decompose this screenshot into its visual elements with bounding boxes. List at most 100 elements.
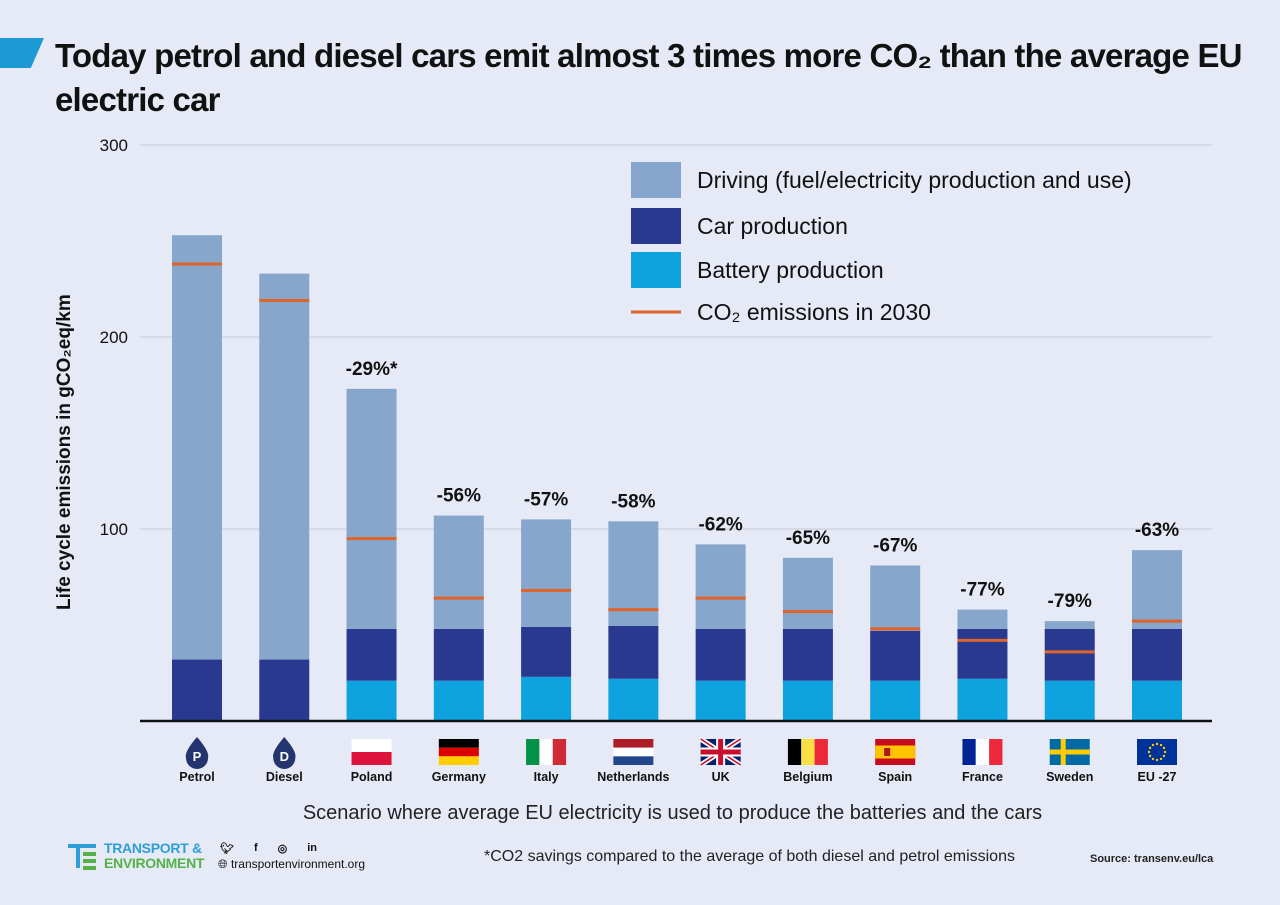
co2-2030-marker <box>957 638 1008 642</box>
flag-part <box>351 739 392 752</box>
flag-part <box>884 748 891 756</box>
eu-star <box>1159 743 1163 747</box>
twitter-icon[interactable]: 🐦︎ <box>220 843 234 855</box>
flag-sweden-icon <box>1049 739 1090 765</box>
bar-segment-car <box>521 626 572 677</box>
bar-segment-driving <box>870 565 921 631</box>
flag-part <box>613 739 654 748</box>
y-tick-label: 100 <box>100 520 128 539</box>
te-logo-icon <box>68 842 98 870</box>
flag-part <box>962 739 976 765</box>
legend-label: CO₂ emissions in 2030 <box>697 299 931 325</box>
bar-segment-car <box>433 628 484 681</box>
eu-star <box>1155 742 1159 746</box>
bar-segment-driving <box>695 544 746 629</box>
eu-star <box>1148 754 1152 758</box>
x-tick-label: Spain <box>878 770 912 784</box>
bar-segment-car <box>1044 628 1095 681</box>
bar-segment-car <box>172 659 222 721</box>
linkedin-icon[interactable]: in <box>307 842 318 854</box>
flag-part <box>552 739 567 765</box>
x-tick-label: Germany <box>432 770 486 784</box>
co2-2030-marker <box>172 262 222 266</box>
flag-part <box>814 739 828 765</box>
scenario-caption: Scenario where average EU electricity is… <box>302 802 1043 824</box>
flag-france-icon <box>962 739 1003 765</box>
flag-part <box>438 747 479 757</box>
flag-part <box>787 739 802 765</box>
drop-shape <box>185 737 209 769</box>
reduction-label: -65% <box>786 528 830 549</box>
facebook-icon[interactable]: f <box>253 842 258 854</box>
flag-part <box>613 747 654 757</box>
y-axis-label: Life cycle emissions in gCO₂eq/km <box>54 294 75 610</box>
x-tick-label: Poland <box>351 770 393 784</box>
flag-belgium-icon <box>787 739 828 765</box>
legend-label: Battery production <box>697 257 884 283</box>
bar-segment-car <box>259 659 310 721</box>
eu-star <box>1162 754 1166 758</box>
bar-segment-driving <box>521 519 572 627</box>
flag-part <box>351 752 392 765</box>
reduction-label: -57% <box>524 489 568 510</box>
y-tick-label: 300 <box>100 136 128 155</box>
reduction-label: -62% <box>698 514 742 535</box>
bar-segment-driving <box>957 609 1008 629</box>
bar-segment-battery <box>695 680 746 721</box>
source-note: Source: transenv.eu/lca <box>1090 853 1214 865</box>
bar-segment-battery <box>608 678 659 721</box>
x-tick-label: EU -27 <box>1138 770 1177 784</box>
eu-star <box>1163 750 1167 754</box>
flag-part <box>700 749 741 755</box>
eu-star <box>1151 743 1155 747</box>
te-logo: TRANSPORT & ENVIRONMENT <box>68 841 204 871</box>
brand-line-1: TRANSPORT & <box>104 840 202 856</box>
reduction-label: -63% <box>1135 520 1179 541</box>
bar-segment-battery <box>957 678 1008 721</box>
flag-part <box>875 745 916 759</box>
bar-segment-driving <box>1132 550 1182 629</box>
flag-eu-icon <box>1137 739 1177 765</box>
x-tick-label: UK <box>712 770 730 784</box>
footnote: *CO2 savings compared to the average of … <box>484 848 1015 865</box>
diesel-drop-icon: D <box>273 737 296 770</box>
flag-part <box>526 739 540 765</box>
eu-star <box>1147 750 1151 754</box>
reduction-label: -29%* <box>346 359 398 380</box>
reduction-label: -79% <box>1048 591 1092 612</box>
bar-segment-battery <box>1044 680 1095 721</box>
flag-part <box>801 739 815 765</box>
bar-segment-driving <box>346 388 397 629</box>
bar-segment-car <box>608 625 659 679</box>
flag-part <box>613 756 654 765</box>
bar-segment-battery <box>521 676 572 721</box>
bar-segment-driving <box>1044 621 1095 629</box>
chart-title: Today petrol and diesel cars emit almost… <box>55 37 1242 118</box>
flag-poland-icon <box>351 739 392 765</box>
legend-swatch-line <box>631 310 681 314</box>
co2-2030-marker <box>346 537 397 541</box>
eu-star <box>1162 746 1166 750</box>
flag-part <box>438 739 479 748</box>
flag-part <box>1049 749 1090 755</box>
x-tick-label: Petrol <box>179 770 214 784</box>
co2-2030-marker <box>521 588 572 592</box>
bar-segment-driving <box>782 557 833 629</box>
bar-segment-driving <box>172 235 222 660</box>
x-tick-label: Italy <box>534 770 559 784</box>
co2-2030-marker <box>870 627 921 631</box>
eu-star <box>1155 758 1159 762</box>
drop-letter: P <box>193 749 202 764</box>
reduction-label: -58% <box>611 491 655 512</box>
bar-segment-driving <box>433 515 484 629</box>
x-tick-label: Netherlands <box>597 770 669 784</box>
co2-2030-marker <box>1132 619 1182 623</box>
flag-part <box>438 756 479 765</box>
legend-swatch <box>631 162 681 198</box>
co2-2030-marker <box>259 299 310 303</box>
flag-italy-icon <box>526 739 567 765</box>
instagram-icon[interactable]: ◎ <box>277 843 288 855</box>
bar-segment-car <box>957 628 1008 679</box>
petrol-drop-icon: P <box>185 737 209 769</box>
website-link[interactable]: transportenvironment.org <box>230 857 366 871</box>
